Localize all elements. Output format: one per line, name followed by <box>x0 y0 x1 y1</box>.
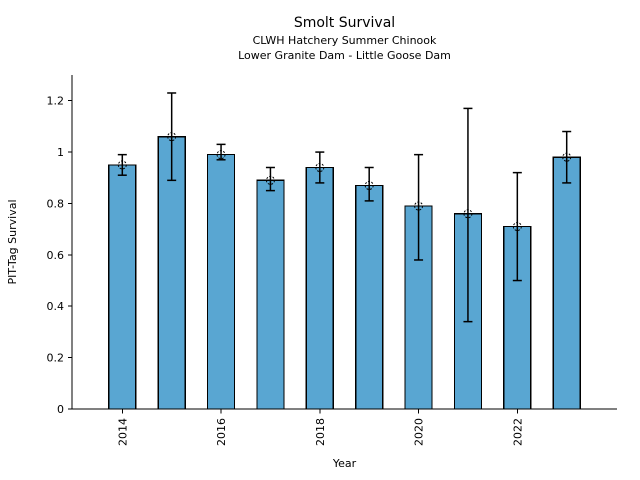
x-tick-label-2022: 2022 <box>511 418 524 446</box>
point-marker-2023 <box>562 152 572 162</box>
point-marker-2021 <box>463 209 473 219</box>
x-tick-label-2020: 2020 <box>413 418 426 446</box>
y-axis-label: PIT-Tag Survival <box>6 199 19 284</box>
y-tick-label-0.2: 0.2 <box>47 352 65 365</box>
x-tick-label-2016: 2016 <box>215 418 228 446</box>
chart-subtitle-reach: Lower Granite Dam - Little Goose Dam <box>238 49 451 62</box>
x-tick-label-2018: 2018 <box>314 418 327 446</box>
point-marker-2016 <box>216 150 226 160</box>
bar-2023 <box>552 156 581 410</box>
y-tick-label-0.8: 0.8 <box>47 197 65 210</box>
bar-2014 <box>108 164 137 410</box>
x-tick-label-2014: 2014 <box>116 418 129 446</box>
point-marker-2015 <box>167 132 177 142</box>
point-marker-2017 <box>265 175 275 185</box>
y-tick-label-1.2: 1.2 <box>47 95 65 108</box>
bar-2017 <box>256 179 285 410</box>
y-tick-label-0.6: 0.6 <box>47 249 65 262</box>
bar-2022 <box>503 225 532 410</box>
bar-2016 <box>206 154 236 410</box>
x-axis-label: Year <box>332 457 357 470</box>
point-marker-2022 <box>512 222 522 232</box>
plot-area: 0 0.2 0.4 0.6 0.8 1 1.2 2014 2016 2018 2020 2022 <box>47 75 617 446</box>
chart-subtitle-species: CLWH Hatchery Summer Chinook <box>253 34 437 47</box>
y-tick-label-0: 0 <box>57 403 64 416</box>
point-marker-2018 <box>315 162 325 172</box>
point-marker-2014 <box>117 160 127 170</box>
bar-2019 <box>355 184 384 410</box>
y-tick-label-0.4: 0.4 <box>47 300 65 313</box>
bar-2015 <box>157 136 186 410</box>
chart-title: Smolt Survival <box>294 15 395 31</box>
point-marker-2020 <box>414 201 424 211</box>
point-marker-2019 <box>364 180 374 190</box>
bar-2018 <box>305 166 334 410</box>
y-tick-label-1: 1 <box>57 146 64 159</box>
